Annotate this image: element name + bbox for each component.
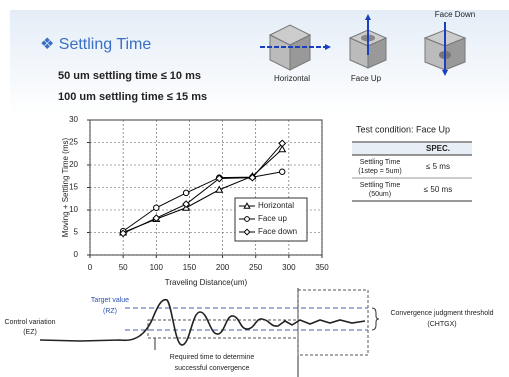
table-cell: (50um) [369,191,391,198]
y-tick-label: 30 [69,115,78,124]
diagram-label: (EZ) [23,329,37,336]
spec-line: 100 um settling time ≤ 15 ms [58,91,207,103]
diagram-label: (RZ) [103,308,117,315]
x-tick-label: 100 [150,263,164,272]
table-cell: (1step = 5um) [358,168,401,175]
table-header: SPEC. [426,144,450,153]
data-point [216,187,222,193]
diagram-label: Convergence judgment threshold [390,310,493,317]
slide-title: ❖ Settling Time [40,36,151,53]
diagram-label: (CHTGX) [427,321,456,328]
orientation-label: Horizontal [274,74,310,83]
y-tick-label: 25 [69,138,78,147]
x-tick-label: 150 [183,263,197,272]
x-tick-label: 200 [216,263,230,272]
table-caption: Test condition: Face Up [356,124,450,134]
data-point [280,169,285,174]
spec-line: 50 um settling time ≤ 10 ms [58,70,201,82]
legend-label: Horizontal [258,201,294,210]
y-tick-label: 0 [74,250,79,259]
y-tick-label: 5 [74,228,79,237]
x-tick-label: 0 [88,263,93,272]
x-tick-label: 50 [119,263,128,272]
x-axis-label: Traveling Distance(um) [165,278,248,287]
x-tick-label: 350 [315,263,329,272]
y-tick-label: 15 [69,183,78,192]
page: ❖ Settling Time 50 um settling time ≤ 10… [0,0,509,377]
y-tick-label: 20 [69,160,78,169]
table-cell: Settling Time [360,159,401,166]
legend-label: Face up [258,214,287,223]
legend-marker [245,217,250,222]
y-axis-label: Moving + Settling Time (ms) [61,137,70,237]
x-tick-label: 250 [249,263,263,272]
y-tick-label: 10 [69,205,78,214]
legend-label: Face down [258,227,297,236]
table-cell: ≤ 5 ms [426,162,450,171]
table-cell: Settling Time [360,182,401,189]
orientation-label: Face Up [351,74,382,83]
table-cell: ≤ 50 ms [424,185,452,194]
diagram-label: Target value [91,297,129,304]
diagram-label: successful convergence [175,365,250,372]
slide: ❖ Settling Time 50 um settling time ≤ 10… [0,0,509,377]
orientation-label: Face Down [435,10,475,19]
data-point [154,205,159,210]
x-tick-label: 300 [282,263,296,272]
diagram-label: Control variation [5,319,56,326]
diagram-label: Required time to determine [170,354,255,361]
data-point [183,190,188,195]
